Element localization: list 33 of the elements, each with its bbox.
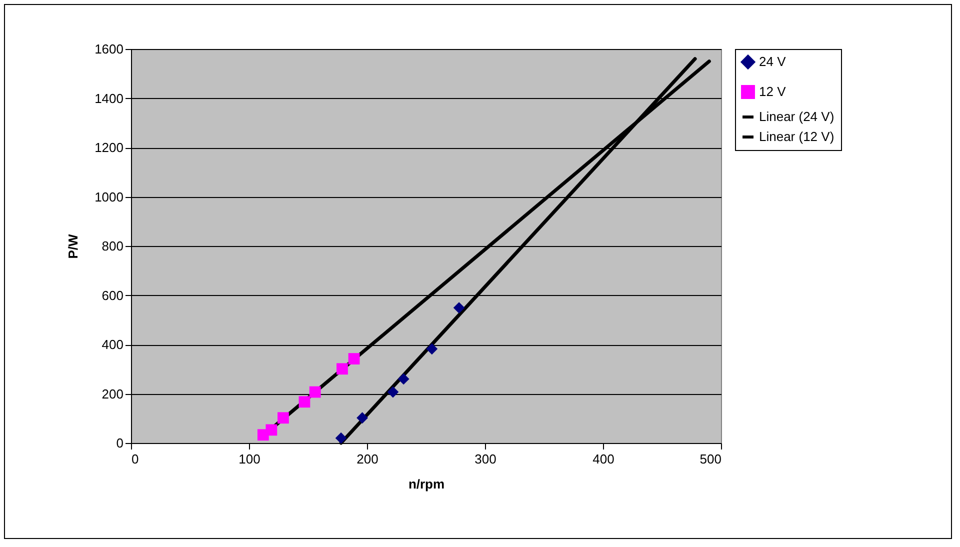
- y-axis-title: P/W: [66, 234, 81, 259]
- legend-label: Linear (24 V): [759, 109, 834, 124]
- point: [387, 386, 399, 398]
- point: [336, 363, 348, 375]
- x-axis-title: n/rpm: [408, 476, 445, 492]
- y-tick-label: 1600: [94, 42, 124, 56]
- point: [335, 432, 347, 444]
- y-tick-label: 0: [116, 436, 124, 450]
- point: [348, 353, 360, 364]
- x-tick-label: 300: [474, 452, 496, 466]
- legend-label: 12 V: [759, 84, 786, 99]
- point: [453, 302, 465, 314]
- y-tick-label: 1200: [94, 140, 124, 155]
- y-tick-label: 200: [102, 386, 124, 402]
- point: [426, 343, 438, 355]
- point: [309, 386, 321, 398]
- y-tick-label: 600: [102, 288, 124, 303]
- point: [266, 424, 278, 436]
- point: [298, 396, 310, 408]
- legend-label: 24 V: [759, 54, 786, 69]
- x-tick-label: 400: [592, 452, 614, 466]
- y-tick-label: 800: [102, 238, 124, 254]
- point: [278, 412, 289, 424]
- y-tick-label: 1400: [94, 90, 124, 106]
- point: [398, 373, 410, 385]
- x-tick-label: 200: [356, 452, 378, 466]
- legend-label: Linear (12 V): [759, 129, 834, 144]
- x-tick-label: 500: [700, 452, 722, 466]
- point: [356, 412, 368, 424]
- x-tick-label: 0: [132, 452, 139, 466]
- y-tick-label: 400: [102, 337, 124, 352]
- y-tick-label: 1000: [94, 189, 124, 204]
- x-tick-label: 100: [238, 452, 260, 466]
